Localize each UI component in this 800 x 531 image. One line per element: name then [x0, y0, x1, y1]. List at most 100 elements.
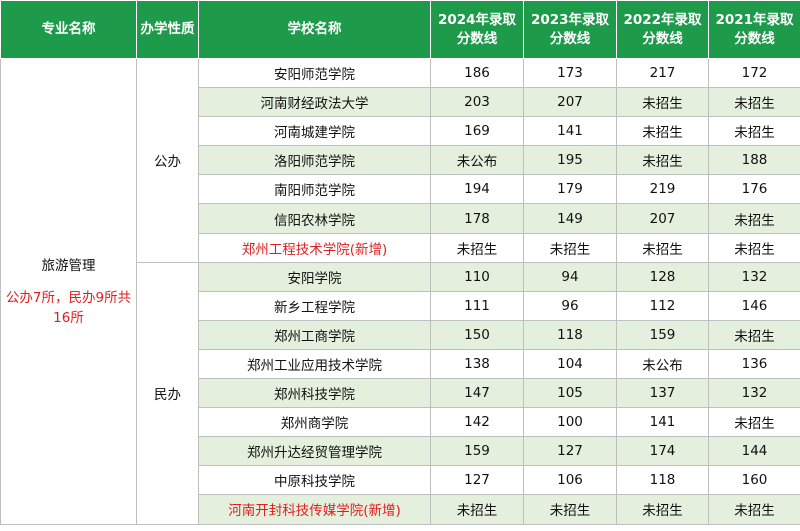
score-2021-cell: 未招生: [708, 319, 800, 350]
score-2022-cell: 174: [616, 436, 709, 467]
score-2023-cell: 105: [523, 378, 617, 409]
table-row: 河南财经政法大学 203 207 未招生 未招生: [1, 87, 800, 118]
score-2022-cell: 141: [616, 407, 709, 438]
score-2022-cell: 128: [616, 261, 709, 292]
table-row: 郑州科技学院 147 105 137 132: [1, 378, 800, 409]
score-2022-cell: 未招生: [616, 145, 709, 176]
score-2023-cell: 104: [523, 348, 617, 380]
header-2022: 2022年录取 分数线: [616, 0, 709, 59]
major-note: 公办7所，民办9所共16所: [5, 290, 132, 327]
score-2021-cell: 未招生: [708, 87, 800, 118]
score-2022-cell: 217: [616, 57, 709, 89]
school-name-cell: 中原科技学院: [198, 465, 431, 496]
table-row: 民办 安阳学院 110 94 128 132: [1, 261, 800, 525]
table-row: 郑州商学院 142 100 141 未招生: [1, 407, 800, 438]
score-2021-cell: 172: [708, 57, 800, 89]
header-school: 学校名称: [198, 0, 431, 59]
score-2023-cell: 96: [523, 290, 617, 321]
nature-cell: 公办: [136, 58, 199, 263]
table-row: 南阳师范学院 194 179 219 176: [1, 174, 800, 205]
score-2023-cell: 94: [523, 261, 617, 292]
score-2021-cell: 188: [708, 145, 800, 176]
table-row: 郑州工商学院 150 118 159 未招生: [1, 319, 800, 350]
school-name-cell: 郑州工程技术学院(新增): [198, 232, 431, 263]
score-2023-cell: 106: [523, 465, 617, 496]
score-2024-cell: 159: [430, 436, 524, 467]
school-name-cell: 郑州工商学院: [198, 319, 431, 350]
school-name-cell: 郑州商学院: [198, 407, 431, 438]
score-2023-cell: 127: [523, 436, 617, 467]
score-2023-cell: 118: [523, 319, 617, 350]
score-2022-cell: 118: [616, 465, 709, 496]
school-name-cell: 新乡工程学院: [198, 290, 431, 321]
score-2022-cell: 未招生: [616, 494, 709, 525]
school-name-cell: 河南城建学院: [198, 116, 431, 147]
score-2023-cell: 195: [523, 145, 617, 176]
school-name-cell: 河南财经政法大学: [198, 87, 431, 118]
score-2021-cell: 144: [708, 436, 800, 467]
score-2023-cell: 未招生: [523, 494, 617, 525]
score-2024-cell: 111: [430, 290, 524, 321]
score-2024-cell: 150: [430, 319, 524, 350]
school-name-cell: 洛阳师范学院: [198, 145, 431, 176]
header-nature: 办学性质: [136, 0, 199, 59]
school-name-cell: 信阳农林学院: [198, 203, 431, 234]
score-2024-cell: 147: [430, 378, 524, 409]
nature-cell: 民办: [136, 261, 199, 525]
major-name: 旅游管理: [41, 258, 96, 275]
score-2022-cell: 207: [616, 203, 709, 234]
score-2024-cell: 110: [430, 261, 524, 292]
score-2022-cell: 219: [616, 174, 709, 205]
score-2024-cell: 138: [430, 348, 524, 380]
score-2021-cell: 132: [708, 261, 800, 292]
table-body: 旅游管理 公办7所，民办9所共16所 公办 安阳师范学院 186 173 217 172 河南财…: [0, 57, 800, 525]
header-2021: 2021年录取 分数线: [708, 0, 800, 59]
score-2023-cell: 100: [523, 407, 617, 438]
score-2024-cell: 169: [430, 116, 524, 147]
score-2022-cell: 137: [616, 378, 709, 409]
score-2021-cell: 136: [708, 348, 800, 380]
table-row: 郑州升达经贸管理学院 159 127 174 144: [1, 436, 800, 467]
table-row: 河南开封科技传媒学院(新增) 未招生 未招生 未招生 未招生: [1, 494, 800, 525]
score-2024-cell: 203: [430, 87, 524, 118]
major-cell: 旅游管理公办7所，民办9所共16所: [0, 58, 137, 525]
score-2022-cell: 未招生: [616, 116, 709, 147]
table-row: 旅游管理 公办7所，民办9所共16所 公办 安阳师范学院 186 173 217 172: [0, 57, 800, 525]
score-2021-cell: 176: [708, 174, 800, 205]
score-2024-cell: 未公布: [430, 145, 524, 176]
score-2023-cell: 179: [523, 174, 617, 205]
score-2023-cell: 207: [523, 87, 617, 118]
score-2022-cell: 未招生: [616, 87, 709, 118]
score-2021-cell: 未招生: [708, 407, 800, 438]
school-name-cell: 郑州工业应用技术学院: [198, 348, 431, 380]
school-name-cell: 郑州科技学院: [198, 378, 431, 409]
header-2023: 2023年录取 分数线: [523, 0, 617, 59]
score-2024-cell: 186: [430, 57, 524, 89]
score-2023-cell: 141: [523, 116, 617, 147]
score-2023-cell: 173: [523, 57, 617, 89]
score-2024-cell: 142: [430, 407, 524, 438]
school-name-cell: 南阳师范学院: [198, 174, 431, 205]
score-2022-cell: 未招生: [616, 232, 709, 263]
score-2021-cell: 146: [708, 290, 800, 321]
score-2024-cell: 未招生: [430, 494, 524, 525]
table-row: 河南城建学院 169 141 未招生 未招生: [1, 116, 800, 147]
header-row: 专业名称 办学性质 学校名称 2024年录取 分数线 2023年录取 分数线 202…: [0, 0, 800, 59]
score-2024-cell: 178: [430, 203, 524, 234]
score-2021-cell: 未招生: [708, 116, 800, 147]
score-2023-cell: 149: [523, 203, 617, 234]
score-2021-cell: 132: [708, 378, 800, 409]
table-row: 信阳农林学院 178 149 207 未招生: [1, 203, 800, 234]
table-row: 中原科技学院 127 106 118 160: [1, 465, 800, 496]
header-2024: 2024年录取 分数线: [430, 0, 524, 59]
score-2023-cell: 未招生: [523, 232, 617, 263]
score-2021-cell: 未招生: [708, 203, 800, 234]
table-row: 洛阳师范学院 未公布 195 未招生 188: [1, 145, 800, 176]
school-name-cell: 河南开封科技传媒学院(新增): [198, 494, 431, 525]
score-2024-cell: 194: [430, 174, 524, 205]
score-2021-cell: 未招生: [708, 232, 800, 263]
score-2021-cell: 未招生: [708, 494, 800, 525]
score-2024-cell: 未招生: [430, 232, 524, 263]
score-2022-cell: 159: [616, 319, 709, 350]
